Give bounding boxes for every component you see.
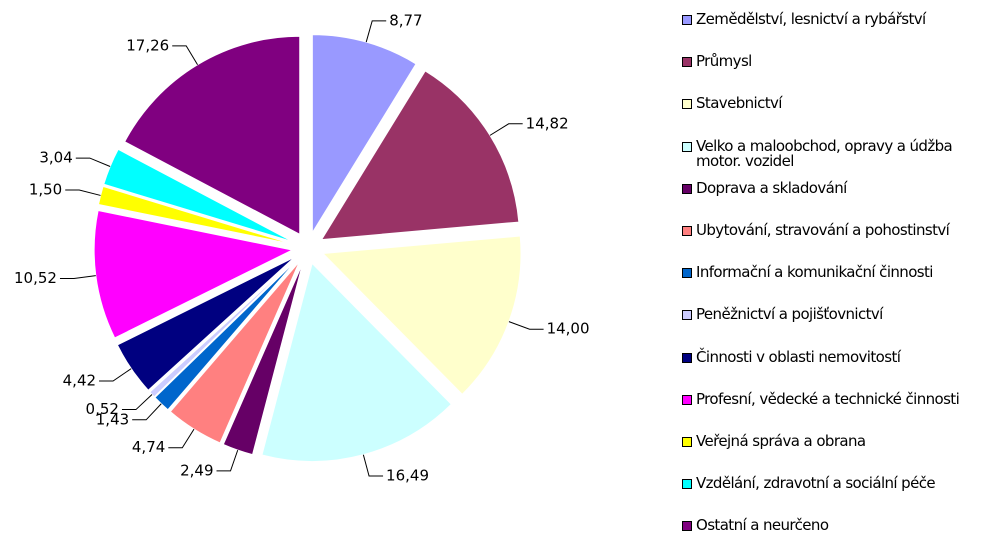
legend-label: Doprava a skladování [696, 178, 847, 197]
legend-item: Velko a maloobchod, opravy a údžba motor… [682, 136, 1000, 170]
leader-line [216, 449, 239, 472]
legend-swatch [682, 394, 692, 405]
legend-item: Peněžnictví a pojišťovnictví [682, 307, 1000, 322]
legend-item: Vzdělání, zdravotní a sociální péče [682, 476, 1000, 491]
leader-line [75, 157, 111, 167]
legend-label: Velko a maloobchod, opravy a údžba motor… [696, 136, 953, 170]
data-label: 8,77 [389, 11, 422, 29]
data-label: 16,49 [386, 466, 429, 484]
legend-label: Peněžnictví a pojišťovnictví [696, 305, 883, 324]
pie-slice [116, 256, 296, 391]
legend-item: Činnosti v oblasti nemovitostí [682, 347, 1000, 366]
data-label: 1,50 [29, 181, 62, 199]
legend-label: Veřejná správa a obrana [696, 432, 866, 450]
legend-item: Průmysl [682, 54, 1000, 69]
data-label: 0,52 [86, 400, 119, 418]
legend-label: Ostatní a neurčeno [696, 516, 829, 535]
leader-line [65, 189, 101, 196]
legend-label: Činnosti v oblasti nemovitostí [696, 347, 901, 366]
leader-line [59, 275, 96, 279]
pie-slice [103, 148, 294, 243]
legend-item: Stavebnictví [682, 96, 1000, 111]
legend-item: Veřejná správa a obrana [682, 434, 1000, 449]
data-label: 3,04 [39, 149, 72, 167]
pie-slice [154, 259, 298, 411]
leader-line [508, 321, 544, 330]
legend-label: Vzdělání, zdravotní a sociální péče [696, 474, 936, 493]
legend-label: Informační a komunikační činnosti [696, 263, 933, 282]
legend-swatch [682, 521, 692, 532]
data-label: 1,43 [96, 410, 129, 428]
legend-label: Stavebnictví [696, 94, 782, 113]
chart: 8,77 14,82 14,00 16,49 2,49 4,741,430,52 4,42 1… [14, 11, 590, 484]
leader-line [99, 368, 132, 382]
legend-item: Doprava a skladování [682, 178, 1000, 197]
data-label: 17,26 [126, 36, 169, 54]
legend-label: Profesní, vědecké a technické činnosti [696, 389, 960, 408]
leader-line [365, 20, 387, 43]
legend-swatch [682, 57, 692, 68]
pie-slice [321, 235, 522, 396]
legend-label: Průmysl [696, 52, 752, 71]
legend-swatch [682, 437, 692, 447]
legend-swatch [682, 183, 692, 194]
legend-item: Profesní, vědecké a technické činnosti [682, 389, 1000, 408]
data-label: 14,00 [547, 320, 590, 338]
data-label: 4,74 [132, 438, 165, 456]
legend-label: Zemědělství, lesnictví a rybářství [696, 10, 926, 28]
legend-swatch [682, 479, 692, 490]
legend-item: Ubytování, stravování a pohostinství [682, 223, 1000, 238]
leader-line [172, 45, 198, 65]
legend-swatch [682, 226, 692, 236]
leader-line [121, 394, 153, 411]
legend-swatch [682, 268, 692, 279]
legend-item: Informační a komunikační činnosti [682, 265, 1000, 280]
leader-line [489, 123, 523, 136]
legend-swatch [682, 15, 692, 25]
data-label: 4,42 [63, 372, 96, 390]
leader-line [132, 403, 162, 421]
pie-slice [169, 261, 300, 444]
legend-swatch [682, 310, 692, 321]
legend-swatch [682, 352, 692, 363]
legend-swatch [682, 99, 692, 110]
legend-item: Ostatní a neurčeno [682, 518, 1000, 533]
data-label: 10,52 [14, 269, 57, 287]
pie-slice [149, 258, 297, 398]
legend-label: Ubytování, stravování a pohostinství [696, 221, 950, 239]
legend-item: Zemědělství, lesnictví a rybářství [682, 12, 1000, 27]
data-label: 14,82 [526, 114, 569, 132]
leader-line [168, 428, 195, 449]
legend-swatch [682, 141, 692, 152]
pie-slice [124, 35, 301, 236]
data-label: 2,49 [180, 461, 213, 479]
leader-line [362, 454, 384, 477]
